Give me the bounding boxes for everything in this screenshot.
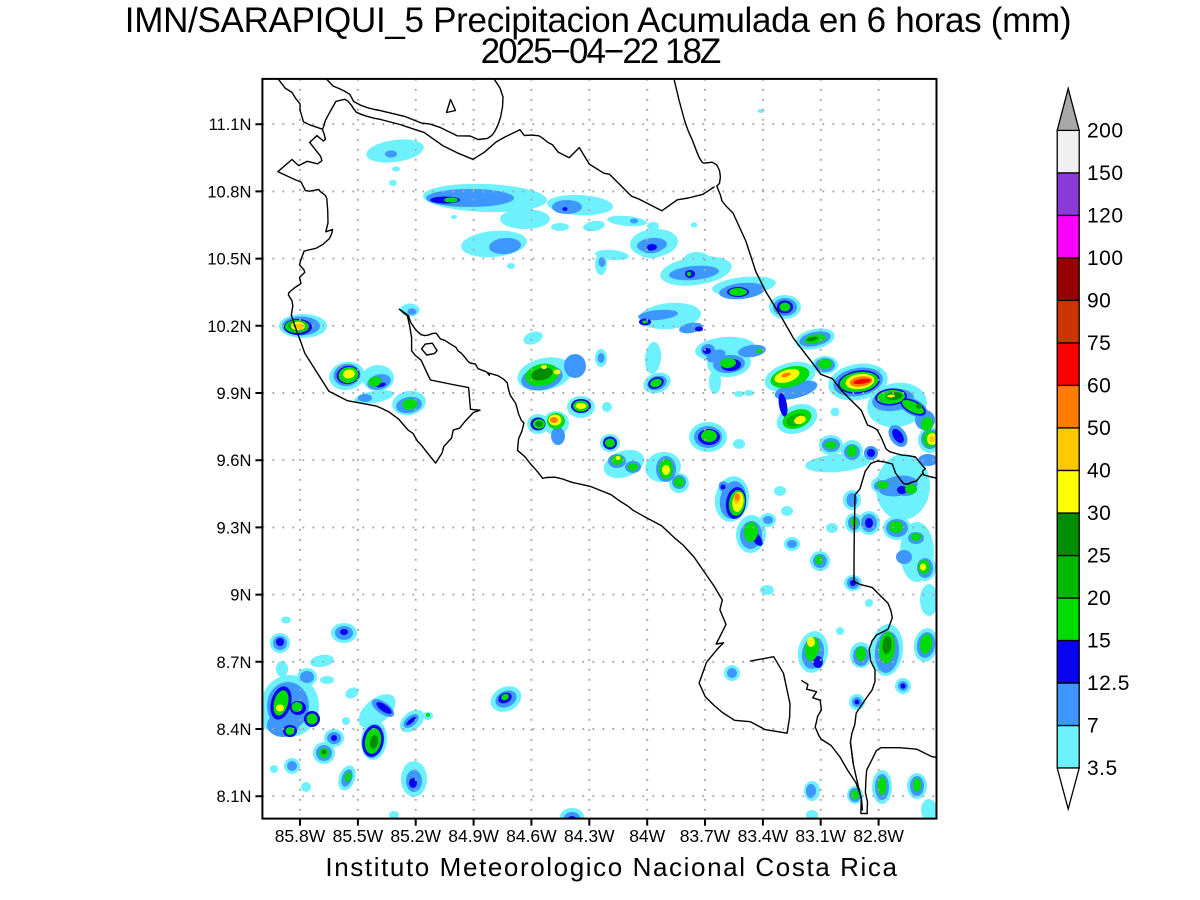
svg-text:IMN/SARAPIQUI_5 Precipitacion: IMN/SARAPIQUI_5 Precipitacion Acumulada … (125, 1, 1071, 40)
svg-text:12.5: 12.5 (1087, 672, 1130, 695)
svg-text:10.2N: 10.2N (207, 318, 251, 336)
svg-text:7: 7 (1087, 715, 1099, 738)
svg-text:20: 20 (1087, 587, 1111, 610)
svg-text:84.6W: 84.6W (506, 826, 557, 846)
svg-text:200: 200 (1087, 119, 1124, 142)
svg-text:83.1W: 83.1W (795, 826, 846, 846)
svg-text:9.3N: 9.3N (217, 519, 252, 537)
svg-text:9.9N: 9.9N (217, 385, 252, 403)
svg-text:30: 30 (1087, 502, 1111, 525)
svg-text:11.1N: 11.1N (209, 116, 252, 134)
svg-text:84W: 84W (629, 826, 665, 846)
svg-text:85.8W: 85.8W (275, 826, 326, 846)
svg-text:75: 75 (1087, 332, 1111, 355)
svg-text:150: 150 (1087, 162, 1124, 185)
svg-text:100: 100 (1087, 247, 1124, 270)
svg-text:25: 25 (1087, 545, 1111, 568)
svg-text:50: 50 (1087, 417, 1111, 440)
svg-text:10.5N: 10.5N (207, 251, 251, 269)
svg-text:8.1N: 8.1N (217, 788, 252, 806)
svg-text:8.4N: 8.4N (217, 721, 252, 739)
svg-text:82.8W: 82.8W (853, 826, 904, 846)
svg-text:40: 40 (1087, 460, 1111, 483)
svg-text:10.8N: 10.8N (207, 183, 251, 201)
svg-text:Instituto Meteorologico Nacion: Instituto Meteorologico Nacional Costa R… (325, 852, 898, 882)
svg-text:15: 15 (1087, 630, 1111, 653)
svg-text:9.6N: 9.6N (217, 452, 252, 470)
svg-text:8.7N: 8.7N (217, 654, 252, 672)
svg-text:3.5: 3.5 (1087, 757, 1118, 780)
svg-text:83.7W: 83.7W (680, 826, 731, 846)
svg-text:2025−04−22 18Z: 2025−04−22 18Z (481, 32, 721, 71)
svg-text:9N: 9N (230, 587, 251, 605)
svg-text:84.3W: 84.3W (564, 826, 615, 846)
svg-text:85.5W: 85.5W (333, 826, 384, 846)
svg-text:83.4W: 83.4W (738, 826, 789, 846)
svg-text:84.9W: 84.9W (448, 826, 499, 846)
svg-text:90: 90 (1087, 289, 1111, 312)
svg-text:60: 60 (1087, 374, 1111, 397)
svg-text:85.2W: 85.2W (390, 826, 441, 846)
svg-text:120: 120 (1087, 204, 1124, 227)
